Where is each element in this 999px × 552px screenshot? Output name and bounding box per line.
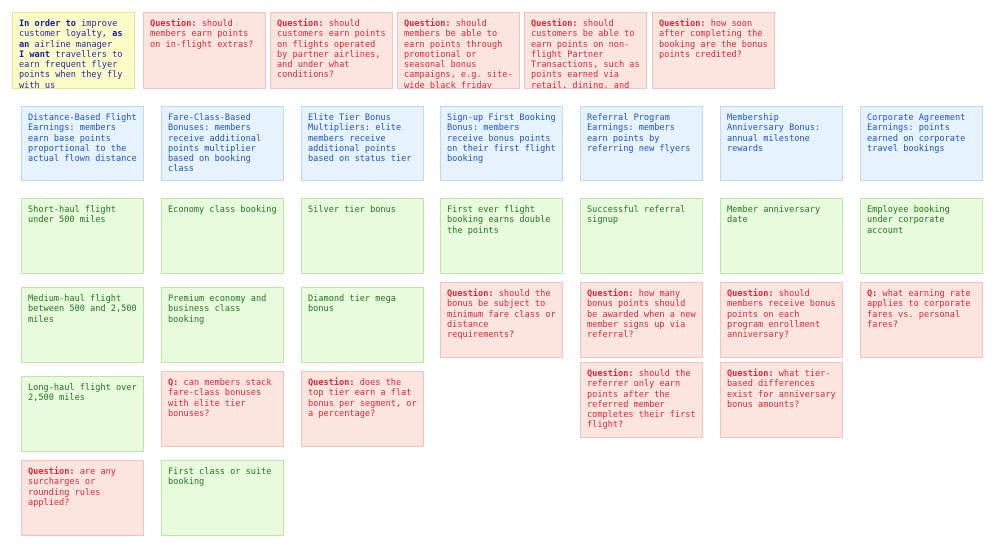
question-text: should members receive bonus points on e… (727, 289, 836, 341)
question-prefix: Question: (28, 467, 75, 477)
story-keyword-i-want: I want (19, 49, 51, 60)
question-prefix: Question: (587, 369, 634, 379)
rule-text: Referral Program Earnings: members earn … (587, 113, 691, 154)
example-text: Member anniversary date (727, 205, 821, 226)
question-text: what tier-based differences exist for an… (727, 369, 836, 410)
question-text: should members be able to earn points th… (404, 19, 513, 89)
question-card: Q: what earning rate applies to corporat… (860, 282, 983, 358)
question-card: Question: what tier-based differences ex… (720, 362, 843, 438)
question-card: Question: should members be able to earn… (397, 12, 520, 89)
question-prefix: Question: (587, 289, 634, 299)
rule-card-anniversary: Membership Anniversary Bonus: annual mil… (720, 106, 843, 181)
question-card: Question: does the top tier earn a flat … (301, 371, 424, 447)
question-prefix: Question: (404, 19, 451, 29)
rule-card-fare-class: Fare-Class-Based Bonuses: members receiv… (161, 106, 284, 181)
question-text: can members stack fare-class bonuses wit… (168, 378, 272, 419)
rule-card-signup-bonus: Sign-up First Booking Bonus: members rec… (440, 106, 563, 181)
example-text: Successful referral signup (587, 205, 686, 226)
example-card: Premium economy and business class booki… (161, 287, 284, 363)
rule-text: Elite Tier Bonus Multipliers: elite memb… (308, 113, 412, 165)
example-text: Medium-haul flight between 500 and 2,500… (28, 294, 137, 325)
question-card: Q: can members stack fare-class bonuses … (161, 371, 284, 447)
example-text: Premium economy and business class booki… (168, 294, 267, 325)
question-text: should the bonus be subject to minimum f… (447, 289, 556, 341)
story-keyword-as-an: as an (19, 29, 123, 50)
question-card: Question: how many bonus points should b… (580, 282, 703, 358)
rule-card-distance-based: Distance-Based Flight Earnings: members … (21, 106, 144, 181)
example-text: First ever flight booking earns double t… (447, 205, 551, 236)
example-card: Medium-haul flight between 500 and 2,500… (21, 287, 144, 363)
question-prefix: Question: (531, 19, 578, 29)
question-text: does the top tier earn a flat bonus per … (308, 378, 417, 419)
question-card: Question: should customers be able to ea… (524, 12, 647, 89)
example-card: Long-haul flight over 2,500 miles (21, 376, 144, 452)
rule-text: Sign-up First Booking Bonus: members rec… (447, 113, 556, 165)
question-card: Question: are any surcharges or rounding… (21, 460, 144, 536)
rule-card-referral: Referral Program Earnings: members earn … (580, 106, 703, 181)
rule-text: Corporate Agreement Earnings: points ear… (867, 113, 966, 154)
question-prefix: Q: (867, 289, 878, 299)
question-card: Question: how soon after completing the … (652, 12, 775, 89)
story-keyword-in-order-to: In order to (19, 19, 76, 29)
rule-text: Distance-Based Flight Earnings: members … (28, 113, 137, 165)
example-text: Economy class booking (168, 205, 277, 215)
example-card: First class or suite booking (161, 460, 284, 536)
story-role: airline manager (29, 39, 113, 50)
question-prefix: Question: (659, 19, 706, 29)
example-text: Employee booking under corporate account (867, 205, 950, 236)
example-card: Successful referral signup (580, 198, 703, 274)
question-card: Question: should members receive bonus p… (720, 282, 843, 358)
question-card: Question: should members earn points on … (143, 12, 266, 89)
example-card: Employee booking under corporate account (860, 198, 983, 274)
question-prefix: Question: (150, 19, 197, 29)
example-card: Silver tier bonus (301, 198, 424, 274)
question-prefix: Question: (727, 289, 774, 299)
story-goal: improve customer loyalty, (19, 19, 118, 40)
example-card: Economy class booking (161, 198, 284, 274)
example-text: Long-haul flight over 2,500 miles (28, 383, 137, 404)
question-prefix: Question: (277, 19, 324, 29)
question-text: should customers be able to earn points … (531, 19, 640, 89)
example-text: Short-haul flight under 500 miles (28, 205, 116, 226)
example-text: First class or suite booking (168, 467, 272, 488)
rule-text: Fare-Class-Based Bonuses: members receiv… (168, 113, 262, 175)
rule-text: Membership Anniversary Bonus: annual mil… (727, 113, 821, 154)
rule-card-elite-tier: Elite Tier Bonus Multipliers: elite memb… (301, 106, 424, 181)
question-card: Question: should the bonus be subject to… (440, 282, 563, 358)
example-text: Silver tier bonus (308, 205, 396, 215)
question-text: how many bonus points should be awarded … (587, 289, 696, 341)
question-card: Question: should customers earn points o… (270, 12, 393, 89)
example-card: Short-haul flight under 500 miles (21, 198, 144, 274)
example-card: Member anniversary date (720, 198, 843, 274)
user-story-card: In order to improve customer loyalty, as… (12, 12, 135, 89)
question-text: what earning rate applies to corporate f… (867, 289, 971, 330)
question-prefix: Question: (447, 289, 494, 299)
question-text: should members earn points on in-flight … (150, 19, 254, 50)
example-text: Diamond tier mega bonus (308, 294, 396, 315)
question-text: should the referrer only earn points aft… (587, 369, 696, 431)
question-prefix: Question: (308, 378, 355, 388)
question-text: should customers earn points on flights … (277, 19, 386, 81)
question-prefix: Q: (168, 378, 179, 388)
question-prefix: Question: (727, 369, 774, 379)
story-want: travellers to earn frequent flyer points… (19, 49, 123, 89)
rule-card-corporate: Corporate Agreement Earnings: points ear… (860, 106, 983, 181)
example-card: Diamond tier mega bonus (301, 287, 424, 363)
question-card: Question: should the referrer only earn … (580, 362, 703, 438)
example-card: First ever flight booking earns double t… (440, 198, 563, 274)
question-text: are any surcharges or rounding rules app… (28, 467, 116, 508)
question-text: how soon after completing the booking ar… (659, 19, 768, 60)
